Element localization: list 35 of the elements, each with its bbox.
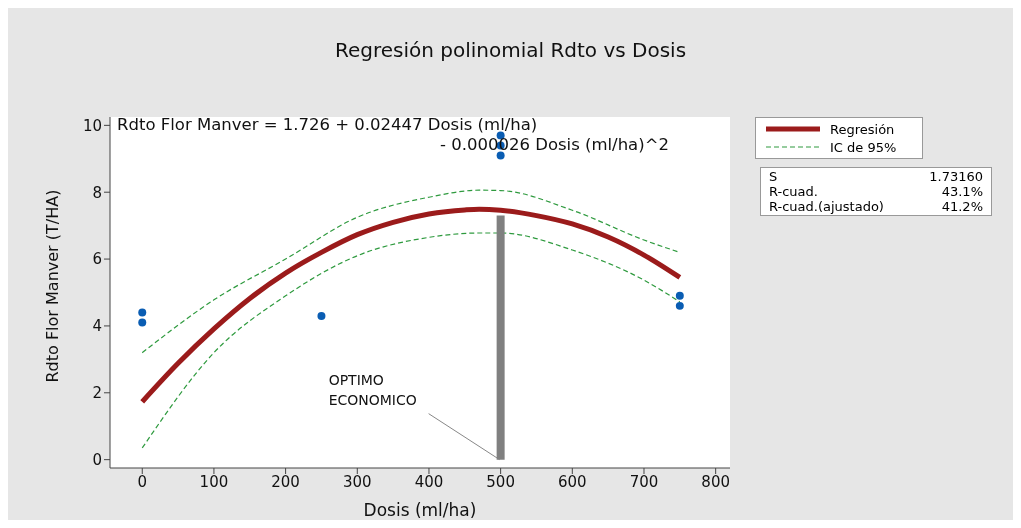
point bbox=[496, 151, 505, 160]
point bbox=[675, 291, 684, 300]
text: R-cuad.(ajustado) bbox=[769, 199, 884, 214]
text: S bbox=[769, 169, 778, 184]
y-tick-label: 8 bbox=[92, 183, 102, 202]
x-tick-label: 200 bbox=[271, 472, 300, 491]
y-tick-label: 0 bbox=[92, 450, 102, 469]
x-tick-label: 400 bbox=[414, 472, 444, 491]
x-tick-label: 0 bbox=[137, 472, 148, 491]
y-tick-label: 6 bbox=[92, 250, 102, 269]
x-tick-label: 600 bbox=[557, 472, 587, 491]
x-tick-label: 100 bbox=[199, 472, 229, 491]
text: R-cuad. bbox=[769, 184, 818, 199]
y-tick-label: 4 bbox=[92, 317, 102, 336]
text: 1.73160 bbox=[929, 169, 983, 184]
text: 43.1% bbox=[941, 184, 983, 199]
x-tick-label: 500 bbox=[486, 472, 515, 491]
legend-label: IC de 95% bbox=[830, 139, 897, 155]
chart-title: Regresión polinomial Rdto vs Dosis bbox=[333, 38, 688, 62]
annotation: - 0.000026 Dosis (ml/ha)^2 bbox=[440, 135, 669, 154]
annotation: Rdto Flor Manver = 1.726 + 0.02447 Dosis (ml/ha) bbox=[117, 115, 538, 134]
x-tick-label: 800 bbox=[701, 472, 730, 491]
text: 41.2% bbox=[941, 199, 983, 214]
x-tick-label: 700 bbox=[629, 472, 659, 491]
point bbox=[317, 311, 326, 320]
y-tick-label: 2 bbox=[92, 384, 102, 403]
x-axis-title: Dosis (ml/ha) bbox=[363, 500, 477, 520]
point bbox=[138, 308, 147, 317]
y-tick-label: 10 bbox=[82, 116, 102, 135]
annotation: OPTIMO ECONOMICO bbox=[328, 371, 417, 408]
legend-label: Regresión bbox=[830, 121, 895, 137]
point bbox=[138, 318, 147, 327]
point bbox=[675, 301, 684, 310]
x-tick-label: 300 bbox=[342, 472, 372, 491]
y-axis-title: Rdto Flor Manver (T/HA) bbox=[42, 189, 62, 383]
